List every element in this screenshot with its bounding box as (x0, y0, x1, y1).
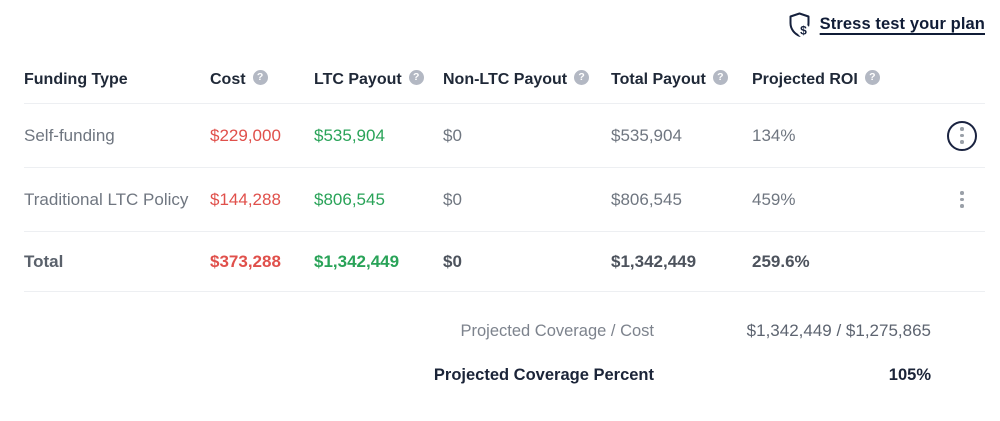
column-header-total-payout: Total Payout ? (611, 70, 752, 89)
cell-total-payout: $806,545 (611, 189, 682, 209)
cell-projected-roi: 459% (752, 189, 796, 209)
cell-cost: $373,288 (210, 251, 281, 271)
ltc-payout-help-icon[interactable]: ? (408, 70, 424, 85)
cell-non-ltc-payout: $0 (443, 189, 462, 209)
column-header-funding-type: Funding Type (24, 70, 128, 88)
cell-total-payout: $1,342,449 (611, 251, 697, 271)
cost-help-icon[interactable]: ? (252, 70, 268, 85)
projected-roi-help-icon[interactable]: ? (864, 70, 880, 85)
coverage-cost-value: $1,342,449 / $1,275,865 (746, 321, 931, 340)
coverage-percent-value: 105% (888, 365, 931, 384)
table-row-total: Total $373,288 $1,342,449 $0 $1,342,449 … (24, 232, 985, 292)
cell-funding-type: Traditional LTC Policy (24, 189, 189, 209)
kebab-menu-icon (960, 191, 964, 195)
column-header-cost: Cost ? (210, 70, 314, 89)
shield-dollar-icon: $ (787, 11, 812, 38)
cell-cost: $144,288 (210, 189, 281, 209)
cell-projected-roi: 259.6% (752, 251, 810, 271)
cell-projected-roi: 134% (752, 125, 796, 145)
summary-row-coverage-cost: Projected Coverage / Cost $1,342,449 / $… (24, 309, 985, 353)
cell-ltc-payout: $806,545 (314, 189, 385, 209)
cell-ltc-payout: $1,342,449 (314, 251, 400, 271)
cell-cost: $229,000 (210, 125, 281, 145)
table-row-traditional-ltc-policy: Traditional LTC Policy $144,288 $806,545… (24, 168, 985, 232)
column-header-projected-roi: Projected ROI ? (752, 70, 945, 89)
cell-non-ltc-payout: $0 (443, 125, 462, 145)
table-header-row: Funding Type Cost ? LTC Payout ? Non-LTC… (24, 56, 985, 104)
svg-text:$: $ (800, 23, 807, 37)
topbar: $ Stress test your plan (0, 0, 1000, 40)
stress-test-link-label: Stress test your plan (819, 14, 985, 33)
row-menu-button[interactable] (947, 120, 977, 151)
coverage-summary: Projected Coverage / Cost $1,342,449 / $… (24, 309, 985, 397)
coverage-cost-label: Projected Coverage / Cost (460, 321, 654, 340)
summary-row-coverage-percent: Projected Coverage Percent 105% (24, 353, 985, 397)
cell-funding-type: Self-funding (24, 125, 115, 145)
table-row-self-funding: Self-funding $229,000 $535,904 $0 $535,9… (24, 104, 985, 168)
cell-ltc-payout: $535,904 (314, 125, 385, 145)
column-header-ltc-payout: LTC Payout ? (314, 70, 443, 89)
cell-total-payout: $535,904 (611, 125, 682, 145)
column-header-non-ltc-payout: Non-LTC Payout ? (443, 70, 611, 89)
kebab-menu-icon (960, 127, 964, 131)
cell-non-ltc-payout: $0 (443, 251, 462, 271)
funding-comparison-table: Funding Type Cost ? LTC Payout ? Non-LTC… (24, 56, 985, 292)
non-ltc-payout-help-icon[interactable]: ? (574, 70, 590, 85)
stress-test-link[interactable]: $ Stress test your plan (787, 11, 985, 38)
coverage-percent-label: Projected Coverage Percent (433, 365, 654, 384)
row-menu-button[interactable] (947, 185, 977, 215)
cell-funding-type: Total (24, 251, 64, 271)
total-payout-help-icon[interactable]: ? (712, 70, 728, 85)
